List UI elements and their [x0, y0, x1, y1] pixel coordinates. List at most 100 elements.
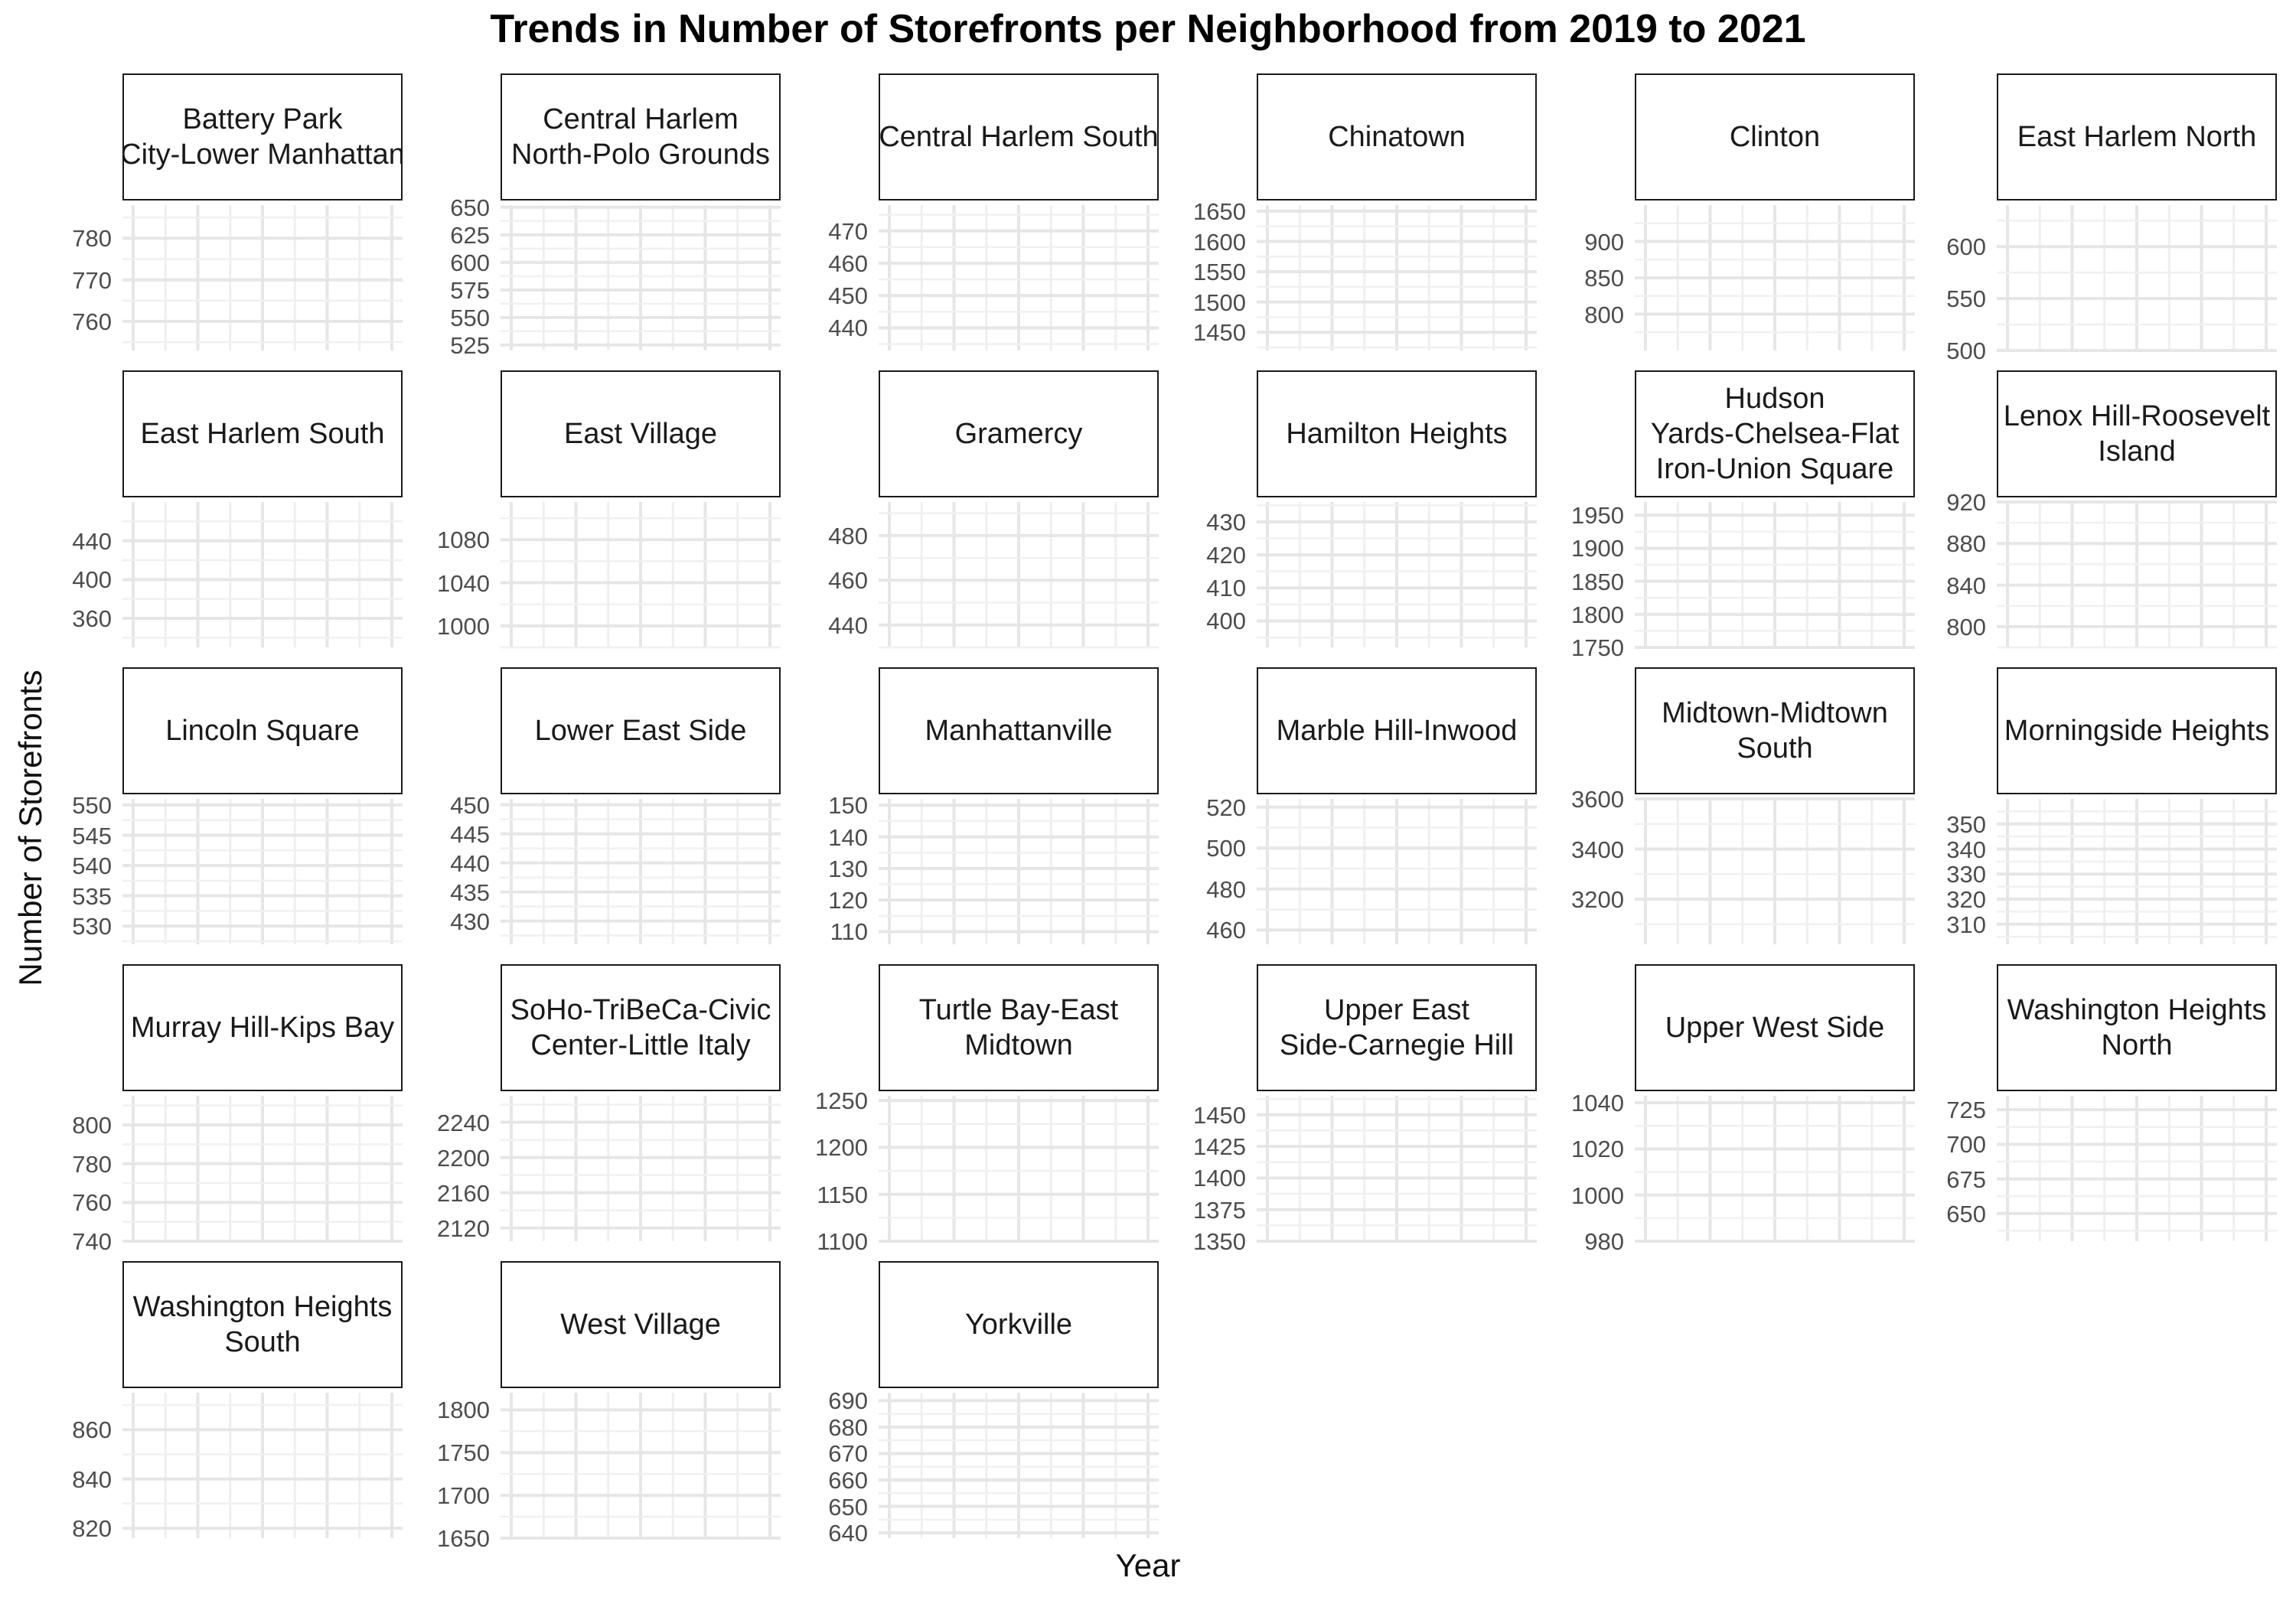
y-tick-label: 650: [450, 194, 490, 221]
y-tick-label: 1400: [1193, 1165, 1246, 1192]
y-tick-label: 920: [1946, 489, 1986, 516]
facet-strip-label: Manhattanville: [879, 667, 1159, 794]
facet-panel: West Village 1650 1700 1750 1800: [437, 1261, 781, 1550]
y-tick-label: 1425: [1193, 1133, 1246, 1161]
facet-strip-label: Marble Hill-Inwood: [1257, 667, 1537, 794]
facet-plot-area: [879, 1096, 1159, 1243]
y-tick-label: 2160: [437, 1179, 490, 1207]
y-tick-label: 450: [450, 791, 490, 819]
facet-plot-area: [1997, 205, 2277, 352]
facet-strip-label: Upper West Side: [1635, 964, 1915, 1091]
facet-strip-label: Washington Heights South: [122, 1261, 403, 1388]
y-tick-label: 545: [72, 822, 112, 849]
y-tick-label: 1650: [1193, 197, 1246, 225]
y-tick-label: 1800: [1571, 601, 1624, 628]
facet-strip-label: Hamilton Heights: [1257, 370, 1537, 497]
y-tick-label: 1500: [1193, 288, 1246, 316]
y-tick-label: 550: [450, 304, 490, 331]
facet-panel: Lenox Hill-Roosevelt Island 800 840 880 920: [1946, 370, 2277, 649]
y-tick-label: 1040: [437, 569, 490, 597]
y-tick-label: 860: [72, 1416, 112, 1444]
y-tick-label: 1040: [1571, 1090, 1624, 1117]
facet-panel: Upper West Side 980 1000 1020 1040: [1571, 964, 1915, 1253]
y-tick-label: 400: [72, 566, 112, 594]
y-tick-label: 625: [450, 221, 490, 249]
y-tick-label: 760: [72, 1189, 112, 1217]
facet-plot-area: [879, 799, 1159, 944]
facet-panel: Turtle Bay-East Midtown 1100 1150 1200 1250: [815, 964, 1159, 1253]
facet-strip-label: Washington Heights North: [1997, 964, 2277, 1091]
facet-plot-area: [1997, 1096, 2277, 1241]
x-axis-label: Year: [1115, 1547, 1181, 1583]
facet-plot-area: [501, 799, 781, 944]
y-tick-label: 650: [1946, 1200, 1986, 1227]
y-tick-label: 1850: [1571, 568, 1624, 595]
y-tick-label: 480: [1206, 875, 1246, 903]
y-tick-label: 1100: [817, 1228, 868, 1255]
facet-panel: Lincoln Square 530 535 540 545 550: [72, 667, 403, 944]
y-tick-label: 350: [1946, 810, 1986, 838]
facet-plot-area: [1635, 1096, 1915, 1243]
y-tick-label: 360: [72, 605, 112, 632]
y-tick-label: 500: [1206, 835, 1246, 862]
y-tick-label: 850: [1584, 265, 1624, 292]
y-tick-label: 3200: [1571, 886, 1624, 914]
y-tick-label: 420: [1206, 542, 1246, 569]
facet-panel: Central Harlem South 440 450 460 470: [828, 73, 1159, 350]
facet-panel: Lower East Side 430 435 440 445 450: [450, 667, 781, 944]
facet-plot-area: [122, 502, 403, 647]
y-tick-label: 3400: [1571, 836, 1624, 863]
y-tick-label: 2120: [437, 1214, 490, 1242]
facet-plot-area: [1257, 502, 1537, 647]
facet-plot-area: [879, 205, 1159, 350]
y-tick-label: 435: [450, 878, 490, 906]
facet-strip-label: Clinton: [1635, 73, 1915, 200]
y-tick-label: 1200: [815, 1134, 868, 1162]
facet-strip-label: Central Harlem South: [879, 73, 1159, 200]
y-tick-label: 470: [828, 217, 868, 245]
facet-plot-area: [1257, 205, 1537, 350]
facet-plot-area: [122, 1393, 403, 1538]
facet-strip-label: Yorkville: [879, 1261, 1159, 1388]
y-tick-label: 540: [72, 852, 112, 880]
y-tick-label: 1600: [1193, 228, 1246, 256]
y-tick-label: 1650: [437, 1525, 490, 1552]
facet-panel: Manhattanville 110 120 130 140 150: [828, 667, 1159, 944]
y-tick-label: 460: [828, 250, 868, 277]
y-tick-label: 770: [72, 266, 112, 294]
y-tick-label: 1950: [1571, 502, 1624, 530]
y-tick-label: 480: [828, 522, 868, 549]
facet-panel: Battery Park City-Lower Manhattan 760 770 7…: [72, 73, 403, 350]
y-tick-label: 700: [1946, 1131, 1986, 1159]
y-tick-label: 410: [1206, 575, 1246, 602]
y-tick-label: 1700: [437, 1482, 490, 1510]
facet-plot-area: [1257, 1096, 1537, 1243]
y-tick-label: 440: [72, 527, 112, 555]
y-tick-label: 600: [450, 249, 490, 276]
y-tick-label: 530: [72, 913, 112, 940]
facet-strip-label: East Village: [501, 370, 781, 497]
y-tick-label: 760: [72, 308, 112, 335]
y-tick-label: 2200: [437, 1144, 490, 1172]
y-tick-label: 430: [1206, 508, 1246, 536]
y-tick-label: 1450: [1193, 319, 1246, 347]
facet-strip-label: East Harlem North: [1997, 73, 2277, 200]
y-tick-label: 820: [72, 1515, 112, 1543]
y-tick-label: 1000: [437, 612, 490, 640]
facet-strip-label: Chinatown: [1257, 73, 1537, 200]
y-tick-label: 535: [72, 882, 112, 910]
facet-plot-area: [1635, 797, 1915, 944]
y-tick-label: 400: [1206, 608, 1246, 635]
y-tick-label: 120: [828, 887, 868, 914]
y-tick-label: 670: [828, 1440, 868, 1468]
y-tick-label: 550: [72, 791, 112, 819]
y-tick-label: 840: [1946, 572, 1986, 599]
facet-panel: Gramercy 440 460 480: [828, 370, 1159, 649]
y-tick-label: 800: [72, 1112, 112, 1139]
facet-panel: Washington Heights North 650 675 700 725: [1946, 964, 2277, 1241]
facet-panel: Yorkville 640 650 660 670 680 690: [828, 1261, 1159, 1545]
y-tick-label: 310: [1946, 911, 1986, 938]
facet-strip-label: SoHo-TriBeCa-Civic Center-Little Italy: [501, 964, 781, 1091]
y-tick-label: 650: [828, 1493, 868, 1521]
y-tick-label: 660: [828, 1467, 868, 1494]
